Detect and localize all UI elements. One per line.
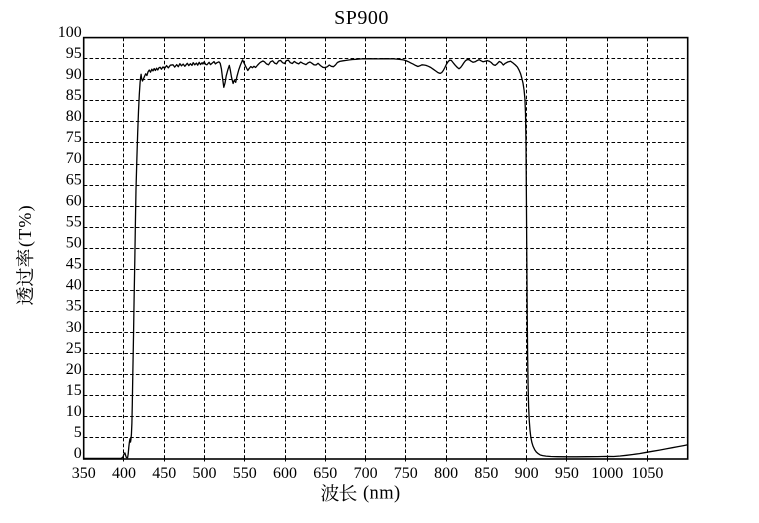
- svg-text:35: 35: [66, 298, 82, 315]
- svg-text:10: 10: [66, 403, 82, 420]
- svg-text:(T%): (T%): [15, 204, 36, 247]
- svg-text:400: 400: [112, 465, 136, 482]
- svg-text:550: 550: [233, 465, 257, 482]
- svg-text:15: 15: [66, 382, 82, 399]
- svg-text:1000: 1000: [591, 465, 623, 482]
- svg-text:0: 0: [74, 445, 82, 462]
- svg-text:25: 25: [66, 340, 82, 357]
- svg-text:450: 450: [152, 465, 176, 482]
- svg-text:30: 30: [66, 319, 82, 336]
- svg-text:650: 650: [313, 465, 337, 482]
- svg-text:(nm): (nm): [363, 484, 401, 504]
- svg-text:100: 100: [58, 24, 82, 41]
- svg-text:55: 55: [66, 213, 82, 230]
- svg-text:900: 900: [515, 465, 539, 482]
- svg-text:5: 5: [74, 424, 82, 441]
- svg-text:600: 600: [273, 465, 297, 482]
- svg-text:950: 950: [555, 465, 579, 482]
- svg-text:45: 45: [66, 256, 82, 273]
- svg-text:20: 20: [66, 361, 82, 378]
- svg-text:65: 65: [66, 171, 82, 188]
- svg-text:SP900: SP900: [334, 7, 389, 29]
- svg-text:80: 80: [66, 108, 82, 125]
- svg-text:90: 90: [66, 66, 82, 83]
- svg-text:800: 800: [434, 465, 458, 482]
- svg-text:75: 75: [66, 129, 82, 146]
- svg-text:850: 850: [474, 465, 498, 482]
- svg-text:750: 750: [394, 465, 418, 482]
- svg-text:60: 60: [66, 192, 82, 209]
- svg-text:70: 70: [66, 150, 82, 167]
- svg-text:1050: 1050: [631, 465, 663, 482]
- svg-text:50: 50: [66, 235, 82, 252]
- svg-text:40: 40: [66, 277, 82, 294]
- svg-text:700: 700: [354, 465, 378, 482]
- svg-text:85: 85: [66, 87, 82, 104]
- svg-text:500: 500: [193, 465, 217, 482]
- svg-text:350: 350: [72, 465, 96, 482]
- svg-text:95: 95: [66, 45, 82, 62]
